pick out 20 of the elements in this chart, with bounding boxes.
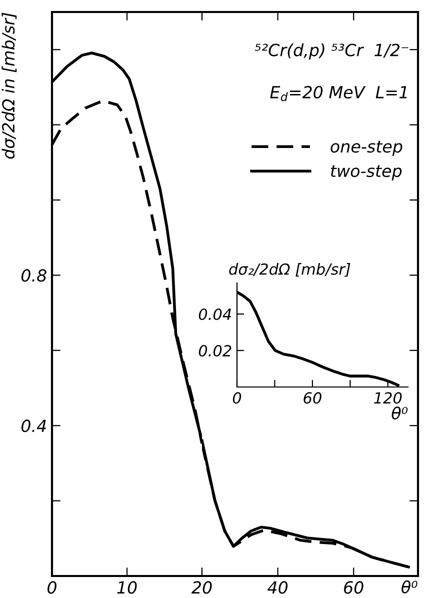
x-axis-title: θ⁰ xyxy=(392,406,408,420)
legend-label: two-step xyxy=(330,165,402,180)
y-axis-title: dσ/2dΩ in [mb/sr] xyxy=(2,12,17,159)
y-tick-label: 0.4 xyxy=(21,420,46,432)
x-tick-label: 0 xyxy=(48,581,56,594)
annotation: E$_{d}$=20 MeV L=1 xyxy=(270,86,407,102)
x-tick-label: 0 xyxy=(232,392,242,404)
x-tick-label: 60 xyxy=(344,581,364,594)
annotation: ⁵²Cr(d,p) ⁵³Cr 1/2⁻ xyxy=(254,43,408,60)
x-tick-label: 40 xyxy=(267,581,288,594)
x-tick-label: 20 xyxy=(191,581,212,594)
x-tick-label: 120 xyxy=(374,392,402,404)
x-tick-label: 60 xyxy=(304,392,322,404)
x-axis-title: θ⁰ xyxy=(402,580,418,594)
x-tick-label: 10 xyxy=(117,581,137,594)
y-tick-label: 0.02 xyxy=(198,344,232,357)
legend-label: one-step xyxy=(330,140,402,156)
y-tick-label: 0.8 xyxy=(21,269,46,282)
y-axis-title: dσ₂/2dΩ [mb/sr] xyxy=(229,263,350,277)
y-tick-label: 0.04 xyxy=(198,308,232,320)
